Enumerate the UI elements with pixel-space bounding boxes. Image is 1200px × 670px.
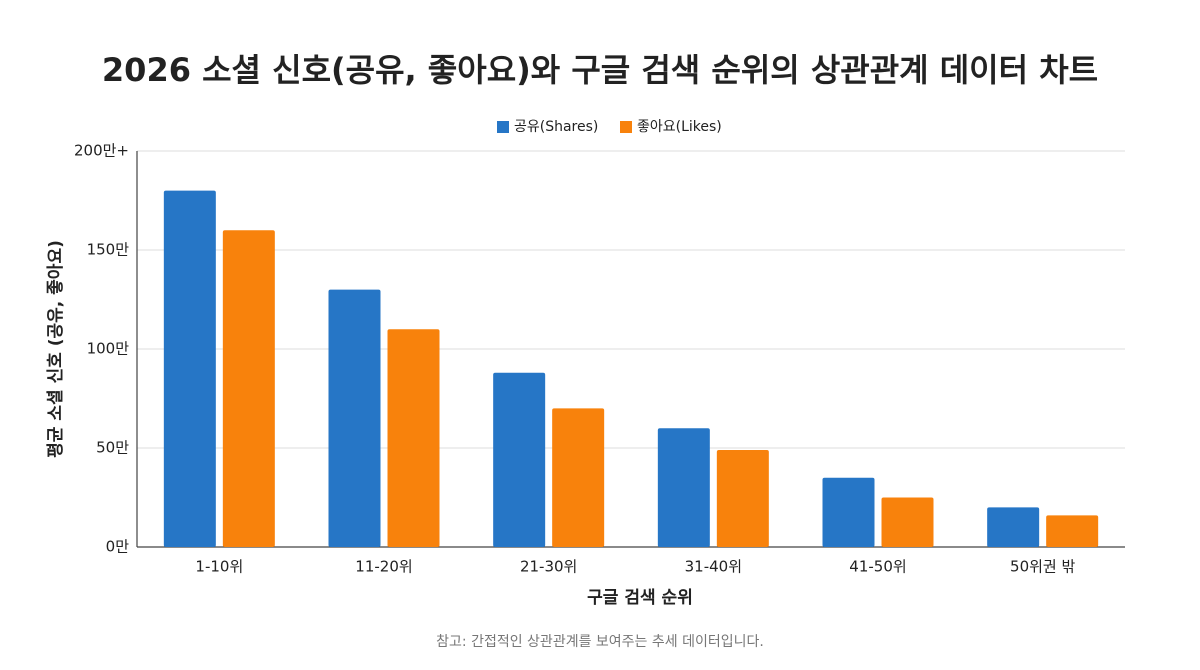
bar: [1046, 515, 1099, 547]
bar: [716, 449, 769, 547]
y-axis-label: 평균 소셜 신호 (공유, 좋아요): [46, 240, 66, 458]
bar: [163, 190, 216, 547]
bar: [493, 372, 546, 547]
x-tick-label: 1-10위: [195, 558, 243, 576]
legend-swatch: [497, 121, 509, 133]
bar: [387, 329, 440, 547]
bar: [552, 408, 605, 547]
bar: [657, 428, 710, 547]
y-tick-label: 200만+: [74, 142, 129, 160]
note: 참고: 간접적인 상관관계를 보여주는 추세 데이터입니다.: [436, 634, 764, 650]
chart-title: 2026 소셜 신호(공유, 좋아요)와 구글 검색 순위의 상관관계 데이터 …: [102, 51, 1098, 89]
x-tick-label: 50위권 밖: [1010, 558, 1075, 576]
x-tick-label: 21-30위: [520, 558, 577, 576]
bar: [987, 507, 1040, 547]
bar: [881, 497, 934, 547]
legend-label: 공유(Shares): [514, 119, 598, 135]
x-axis-label: 구글 검색 순위: [587, 588, 693, 608]
x-tick-label: 41-50위: [849, 558, 906, 576]
y-tick-label: 0만: [106, 538, 130, 556]
x-tick-label: 11-20위: [355, 558, 412, 576]
y-tick-label: 150만: [87, 241, 130, 259]
y-tick-label: 100만: [87, 340, 130, 358]
y-tick-label: 50만: [96, 439, 129, 457]
x-tick-label: 31-40위: [685, 558, 742, 576]
legend-label: 좋아요(Likes): [637, 119, 722, 135]
legend-swatch: [620, 121, 632, 133]
bar: [222, 230, 275, 547]
bar: [822, 477, 875, 547]
bar: [328, 289, 381, 547]
